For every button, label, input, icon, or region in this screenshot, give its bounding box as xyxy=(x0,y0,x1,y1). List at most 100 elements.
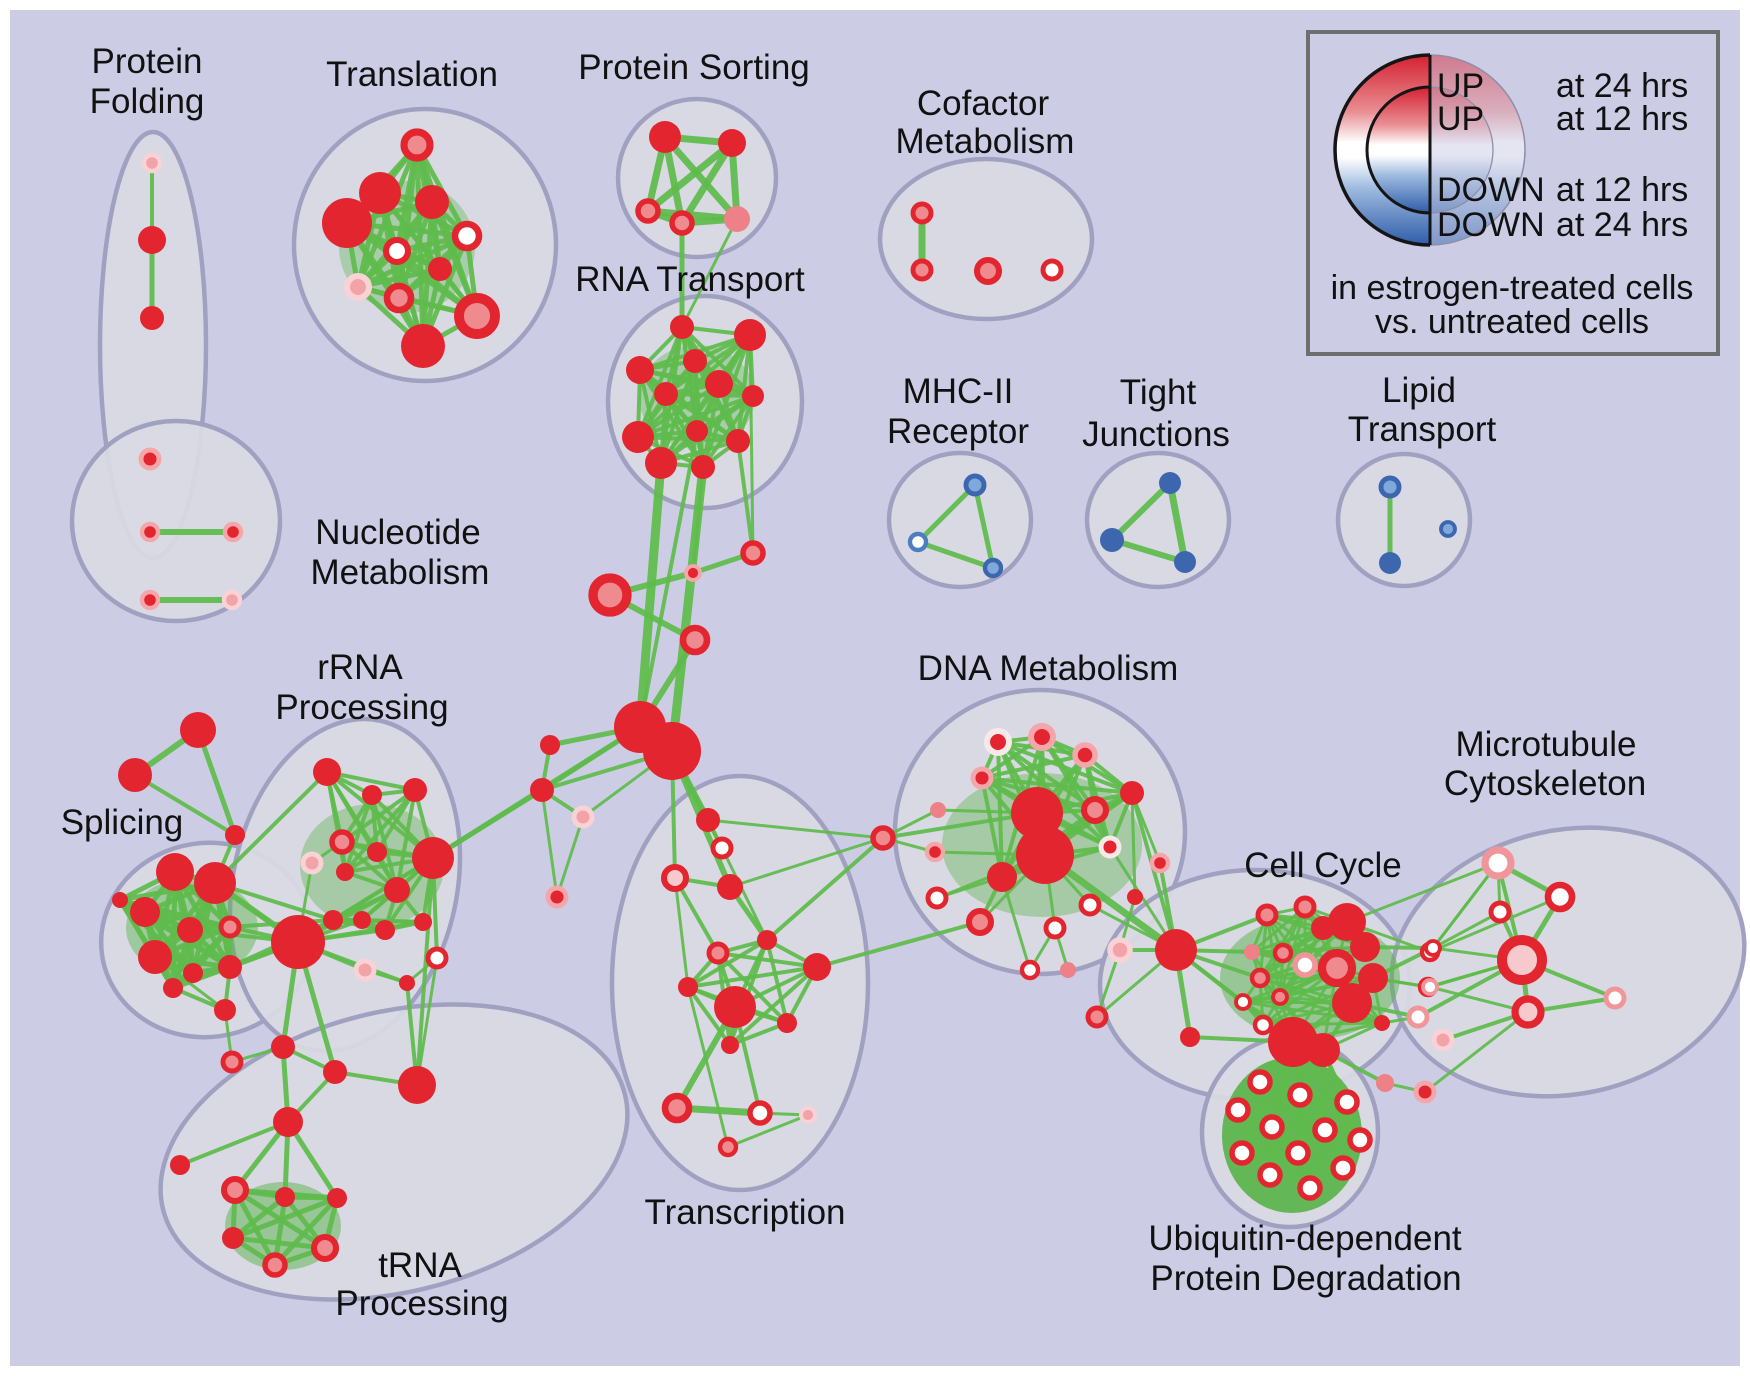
gene-node-m7 xyxy=(1424,939,1442,957)
cluster-label-lipid-transport-0: Lipid xyxy=(1382,371,1456,410)
gene-node-cc7 xyxy=(1292,952,1318,978)
gene-node-m2 xyxy=(1544,881,1576,913)
gene-node-u11 xyxy=(1257,1162,1283,1188)
gene-node-rt4 xyxy=(683,349,707,373)
gene-node-m6 xyxy=(1603,986,1627,1010)
gene-node-rr16 xyxy=(399,975,415,991)
gene-node-lp1 xyxy=(1378,475,1402,499)
gene-node-cf2 xyxy=(910,258,934,282)
gene-node-tl8 xyxy=(343,272,373,302)
gene-node-nu1 xyxy=(138,447,162,471)
gene-node-hn6 xyxy=(660,863,690,893)
gene-node-ma xyxy=(271,1035,295,1059)
cluster-label-nucleotide-metabolism-1: Metabolism xyxy=(311,553,490,592)
gene-node-hn3 xyxy=(571,805,595,829)
gene-node-t6 xyxy=(777,1013,797,1033)
gene-node-ps4 xyxy=(669,210,695,236)
gene-node-d4 xyxy=(970,766,994,790)
gene-node-ps3 xyxy=(635,198,661,224)
gene-node-u8 xyxy=(1229,1140,1255,1166)
gene-node-nu5 xyxy=(221,589,243,611)
gene-node-d5 xyxy=(1120,781,1144,805)
cluster-label-ubiquitin-dependent-protein-degradation-0: Ubiquitin-dependent xyxy=(1148,1219,1462,1258)
gene-node-d2 xyxy=(1027,722,1057,752)
gene-node-lp3 xyxy=(1439,520,1457,538)
gene-node-d19 xyxy=(1060,962,1076,978)
cluster-label-cell-cycle-0: Cell Cycle xyxy=(1244,846,1402,885)
legend-direction-3: DOWN xyxy=(1437,206,1545,244)
gene-node-m4 xyxy=(1497,935,1547,985)
gene-node-rt8 xyxy=(686,420,708,442)
gene-node-ps1 xyxy=(649,121,681,153)
gene-node-tl10 xyxy=(454,293,500,339)
gene-node-hn7 xyxy=(545,885,569,909)
gene-node-rr14 xyxy=(425,946,449,970)
gene-node-m1 xyxy=(1481,846,1515,880)
gene-node-rr12 xyxy=(375,920,395,940)
legend-note-0: in estrogen-treated cells xyxy=(1331,269,1694,307)
gene-node-m8 xyxy=(1421,978,1439,996)
gene-node-mb xyxy=(323,1060,347,1084)
gene-node-cf1 xyxy=(910,201,934,225)
gene-node-t2 xyxy=(706,941,730,965)
gene-node-h1 xyxy=(220,1175,250,1205)
gene-node-d13 xyxy=(925,886,949,910)
gene-node-cc8 xyxy=(1249,967,1271,989)
gene-node-rr9 xyxy=(384,877,410,903)
gene-node-tl5 xyxy=(451,220,483,252)
gene-node-cc23 xyxy=(1406,1005,1430,1029)
gene-node-d3 xyxy=(1072,742,1098,768)
gene-node-hn8 xyxy=(717,874,743,900)
gene-node-t7 xyxy=(721,1036,739,1054)
cluster-ellipse-tight-junctions xyxy=(1084,450,1232,590)
gene-node-d10 xyxy=(1098,835,1122,859)
cluster-label-trna-processing-1: Processing xyxy=(335,1284,508,1323)
cluster-label-protein-sorting-0: Protein Sorting xyxy=(578,48,810,87)
gene-node-d16 xyxy=(1078,893,1102,917)
legend-time-1: at 12 hrs xyxy=(1556,100,1688,138)
cluster-ellipse-transcription xyxy=(609,773,871,1193)
gene-node-s8 xyxy=(218,955,242,979)
gene-node-rt7 xyxy=(742,385,764,407)
gene-node-cc15 xyxy=(1317,948,1357,988)
gene-node-t4 xyxy=(678,977,698,997)
gene-node-ps5 xyxy=(724,206,750,232)
gene-node-s11 xyxy=(214,999,236,1021)
gene-node-t5 xyxy=(714,986,756,1028)
gene-node-u7 xyxy=(1347,1127,1373,1153)
legend-time-3: at 24 hrs xyxy=(1556,206,1688,244)
cluster-label-lipid-transport-1: Transport xyxy=(1348,410,1497,449)
gene-node-rr2 xyxy=(362,785,382,805)
gene-node-hn1 xyxy=(540,735,560,755)
gene-node-u2 xyxy=(1287,1082,1313,1108)
gene-node-cc18 xyxy=(1268,1017,1318,1067)
gene-node-ps2 xyxy=(718,129,746,157)
gene-node-tl3 xyxy=(415,185,449,219)
cluster-label-nucleotide-metabolism-0: Nucleotide xyxy=(315,513,480,552)
gene-node-cc3 xyxy=(1255,903,1279,927)
gene-node-pf1 xyxy=(141,152,163,174)
legend-faded-half xyxy=(1430,55,1525,245)
gene-node-d7 xyxy=(1080,795,1110,825)
gene-node-s4 xyxy=(177,917,203,943)
gene-node-hn5 xyxy=(710,836,734,860)
gene-node-d15 xyxy=(1127,889,1143,905)
gene-node-mh2 xyxy=(907,531,929,553)
gene-node-rt1 xyxy=(670,315,694,339)
legend-time-0: at 24 hrs xyxy=(1556,67,1688,105)
gene-node-cc20 xyxy=(1374,1015,1390,1031)
gene-node-tri2 xyxy=(118,758,152,792)
cluster-ellipse-mhc-ii-receptor xyxy=(886,450,1034,590)
gene-node-nc4 xyxy=(679,624,711,656)
gene-node-cc26 xyxy=(1413,1080,1437,1104)
gene-node-h5 xyxy=(310,1233,340,1263)
gene-node-cc14 xyxy=(1350,932,1380,962)
gene-node-d18 xyxy=(1019,959,1041,981)
gene-node-cc6 xyxy=(1272,942,1294,964)
gene-node-h6 xyxy=(262,1252,288,1278)
legend-direction-0: UP xyxy=(1437,67,1484,105)
cluster-label-rrna-processing-1: Processing xyxy=(275,688,448,727)
gene-node-d14 xyxy=(965,907,995,937)
gene-node-t9 xyxy=(747,1100,773,1126)
gene-node-pf3 xyxy=(140,306,164,330)
